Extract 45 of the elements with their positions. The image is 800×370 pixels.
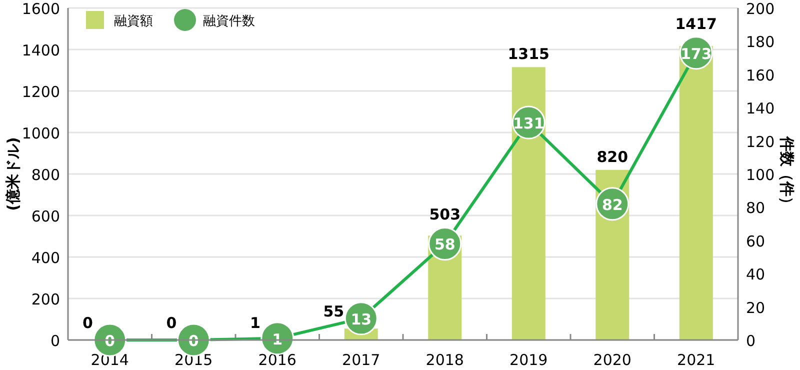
data-label: 55: [323, 302, 344, 321]
y-tick-label: 200: [31, 290, 60, 308]
y2-tick-label: 0: [746, 332, 756, 350]
data-label: 1: [250, 314, 260, 332]
x-tick-label: 2017: [342, 351, 380, 369]
data-label: 58: [434, 236, 456, 254]
y2-tick-label: 40: [746, 266, 766, 284]
x-tick-label: 2016: [258, 351, 296, 369]
legend-label: 融資件数: [203, 14, 255, 29]
data-label: 173: [680, 44, 712, 63]
y-tick-label: 1200: [22, 83, 60, 101]
y-tick-label: 400: [31, 249, 60, 267]
y2-tick-label: 200: [746, 0, 775, 18]
y2-tick-label: 120: [746, 132, 775, 151]
y2-tick-label: 80: [746, 199, 766, 218]
y-tick-label: 1400: [22, 42, 60, 60]
bar: [512, 67, 546, 340]
y-tick-label: 1000: [22, 124, 60, 142]
data-label: 82: [602, 196, 623, 214]
y2-tick-label: 60: [746, 232, 766, 250]
y2-tick-label: 20: [746, 298, 766, 317]
y-tick-label: 600: [31, 208, 60, 226]
y-tick-label: 1600: [22, 0, 60, 18]
y2-tick-label: 180: [746, 33, 775, 52]
y2-tick-label: 140: [746, 100, 775, 118]
bar: [679, 46, 713, 340]
y2-axis-title: 件数（件）: [778, 136, 796, 212]
data-label: 820: [596, 148, 628, 166]
y2-tick-label: 100: [746, 166, 775, 184]
y-tick-label: 0: [50, 332, 60, 350]
y-axis-title: (億米ドル): [4, 137, 22, 211]
data-label: 13: [350, 310, 372, 328]
legend-label: 融資額: [114, 14, 153, 29]
data-label: 1315: [508, 45, 550, 64]
data-label: 0: [166, 314, 177, 332]
x-tick-label: 2018: [426, 351, 464, 369]
data-label: 0: [82, 314, 93, 332]
data-label: 1417: [675, 14, 717, 33]
x-tick-label: 2020: [593, 351, 632, 369]
x-tick-label: 2019: [510, 351, 548, 369]
data-label: 503: [429, 206, 461, 224]
y2-tick-label: 160: [746, 66, 775, 84]
data-label: 131: [512, 114, 544, 133]
x-tick-label: 2021: [677, 351, 716, 369]
y-tick-label: 800: [31, 166, 60, 184]
